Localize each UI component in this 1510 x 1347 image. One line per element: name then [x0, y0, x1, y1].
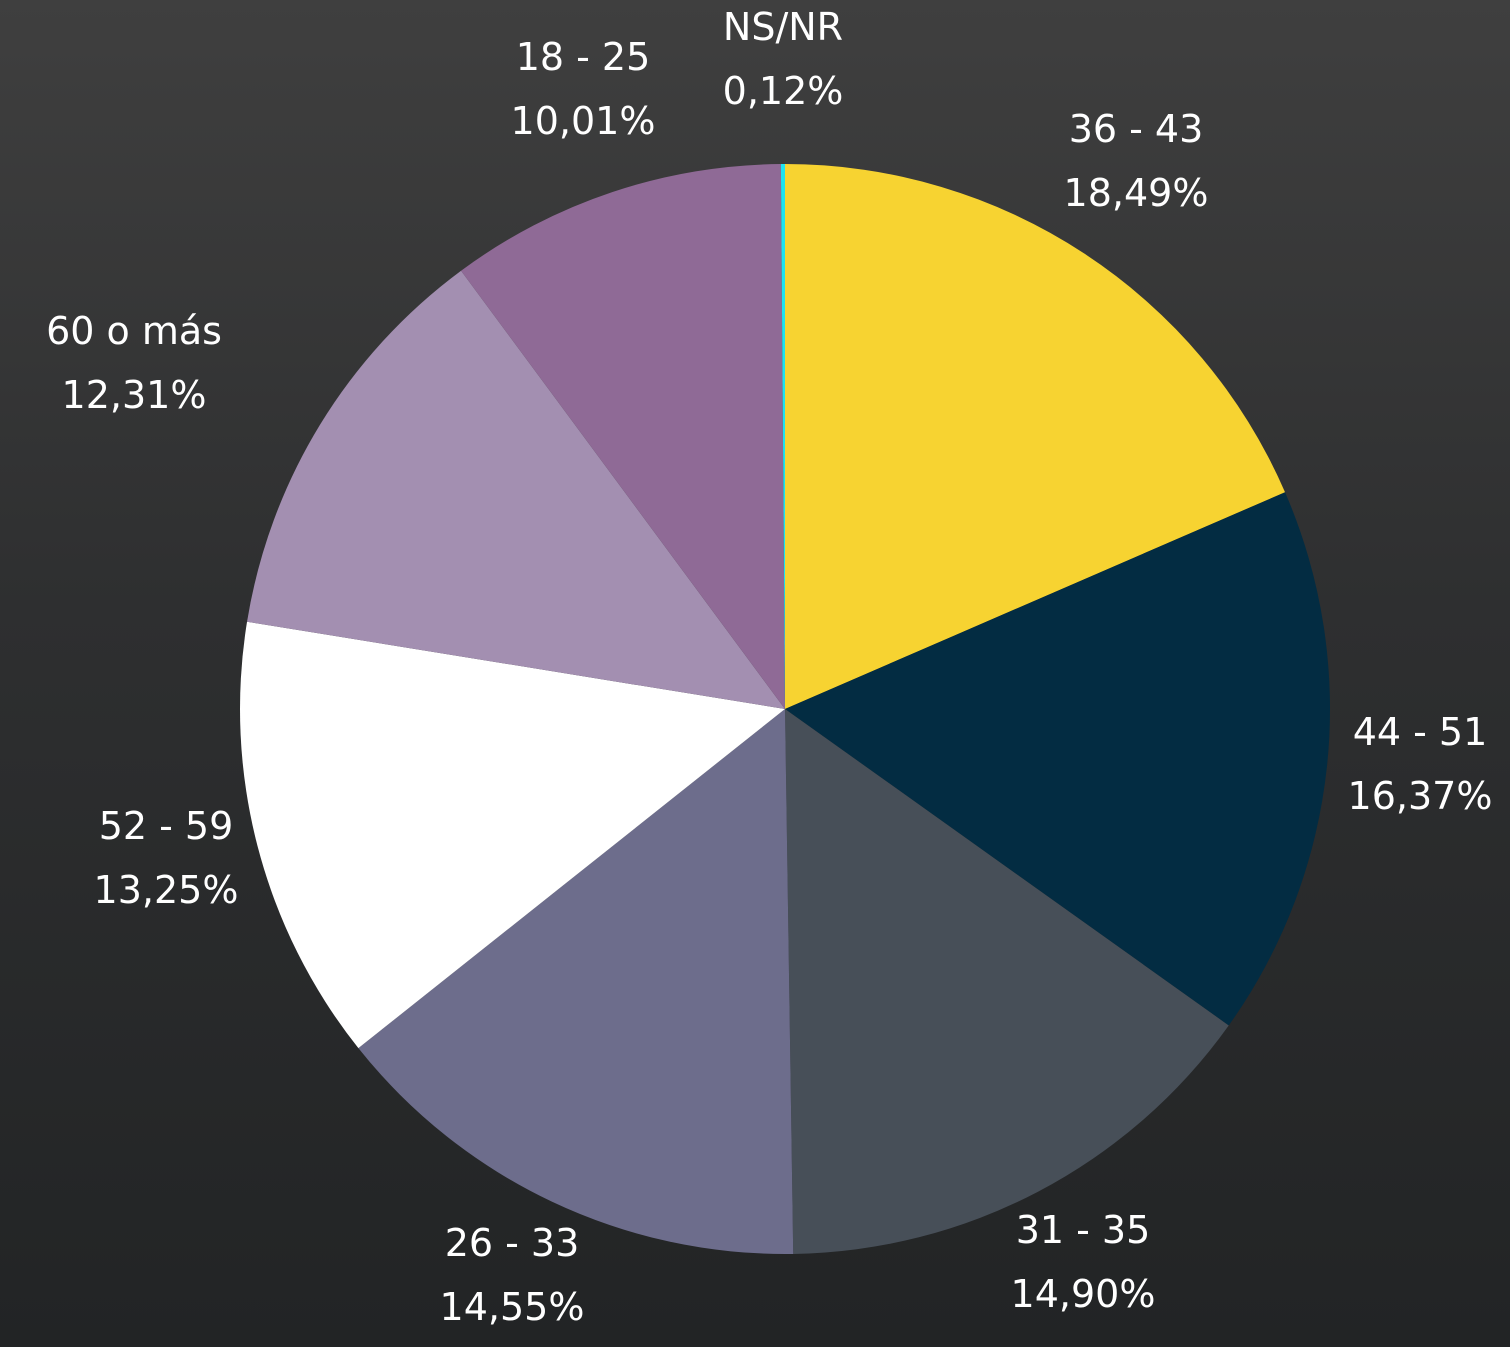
pie-slice-18-25 [461, 164, 785, 709]
slice-value-label: 12,31% [62, 373, 207, 417]
slice-value-label: 16,37% [1348, 774, 1493, 818]
pie-slice-44-51 [785, 492, 1331, 1026]
pie-slice-36-43 [785, 164, 1286, 709]
slice-labels: 36 - 43 18,49% 44 - 51 16,37% 31 - 35 14,90% 2… [46, 5, 1492, 1329]
slice-label: 52 - 59 [99, 804, 234, 848]
slice-value-label: 10,01% [511, 99, 656, 143]
slice-label: 31 - 35 [1016, 1208, 1151, 1252]
slice-label: 60 o más [46, 309, 222, 353]
pie-slice-ns-nr [780, 164, 785, 709]
pie-slice-26-33 [358, 709, 794, 1255]
slice-label: 44 - 51 [1353, 710, 1488, 754]
pie-slice-31-35 [785, 709, 1229, 1254]
slice-label: 26 - 33 [445, 1221, 580, 1265]
pie-slice-52-59 [240, 621, 785, 1049]
slice-value-label: 13,25% [94, 868, 239, 912]
slice-value-label: 14,55% [440, 1285, 585, 1329]
slice-value-label: 18,49% [1064, 171, 1209, 215]
pie-slices [240, 164, 1331, 1255]
slice-label: 18 - 25 [516, 35, 651, 79]
slice-value-label: 0,12% [723, 69, 844, 113]
slice-label: 36 - 43 [1069, 107, 1204, 151]
pie-slice-60-o-m-s [247, 270, 786, 709]
slice-label: NS/NR [723, 5, 843, 49]
slice-value-label: 14,90% [1011, 1272, 1156, 1316]
